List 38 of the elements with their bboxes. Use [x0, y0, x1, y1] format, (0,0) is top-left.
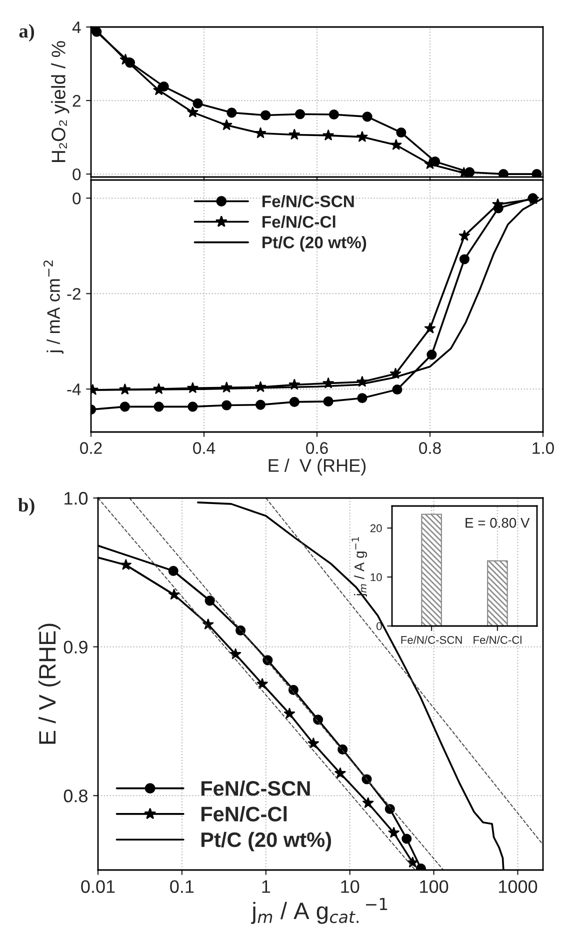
x-tick-label: 1.0: [532, 442, 554, 454]
y-axis-title: j$_{m}$ / A g$^{−1}$: [352, 537, 368, 597]
y-tick-label: -2: [67, 288, 80, 300]
y-tick-label: -4: [67, 384, 81, 396]
x-tick-label: 0.2: [80, 442, 102, 454]
legend-label: FeN/C-Cl: [201, 806, 287, 822]
y-tick-label: 0.8: [64, 790, 88, 802]
x-tick-label: 1000: [499, 880, 538, 893]
x-tick-label: 0.4: [193, 442, 216, 454]
y-tick-label: 2: [72, 94, 80, 107]
y-axis-title: H₂O₂ yield / %: [51, 41, 70, 162]
text: b): [18, 498, 34, 516]
x-tick-label: 0.01: [81, 880, 115, 893]
y-axis-title: E / V (RHE): [38, 624, 60, 744]
x-tick-label: 100: [420, 880, 448, 893]
x-tick-label: 0.6: [306, 442, 328, 454]
legend-label: Fe/N/C-Cl: [262, 216, 336, 228]
legend-label: Pt/C (20 wt%): [262, 236, 366, 252]
y-tick-label: 4: [72, 22, 81, 34]
text: a): [19, 24, 34, 42]
y-tick-label: 0: [72, 168, 81, 180]
y-tick-label: 0: [72, 192, 81, 204]
x-axis-title: j$_{m}$ / A g$_{cat.}$$^{−1}$: [251, 898, 388, 924]
y-tick-label: 0.9: [64, 640, 88, 654]
x-tick-label: 0.1: [170, 880, 194, 893]
x-tick-label: 0.8: [419, 442, 441, 454]
y-axis-title: j / mA cm$^{−2}$: [43, 260, 64, 354]
x-tick-label: 1: [262, 880, 270, 893]
legend-label: Fe/N/C-SCN: [262, 195, 354, 208]
x-tick-label: 10: [341, 880, 360, 893]
x-axis-title: E / V (RHE): [268, 458, 366, 476]
y-tick-label: 0: [376, 622, 382, 630]
legend-label: Pt/C (20 wt%): [201, 832, 332, 852]
y-tick-label: 10: [370, 573, 382, 582]
y-tick-label: 1.0: [64, 492, 88, 505]
legend-label: FeN/C-SCN: [201, 780, 310, 796]
annotation: E = 0.80 V: [466, 518, 530, 528]
y-tick-label: 20: [370, 524, 382, 532]
